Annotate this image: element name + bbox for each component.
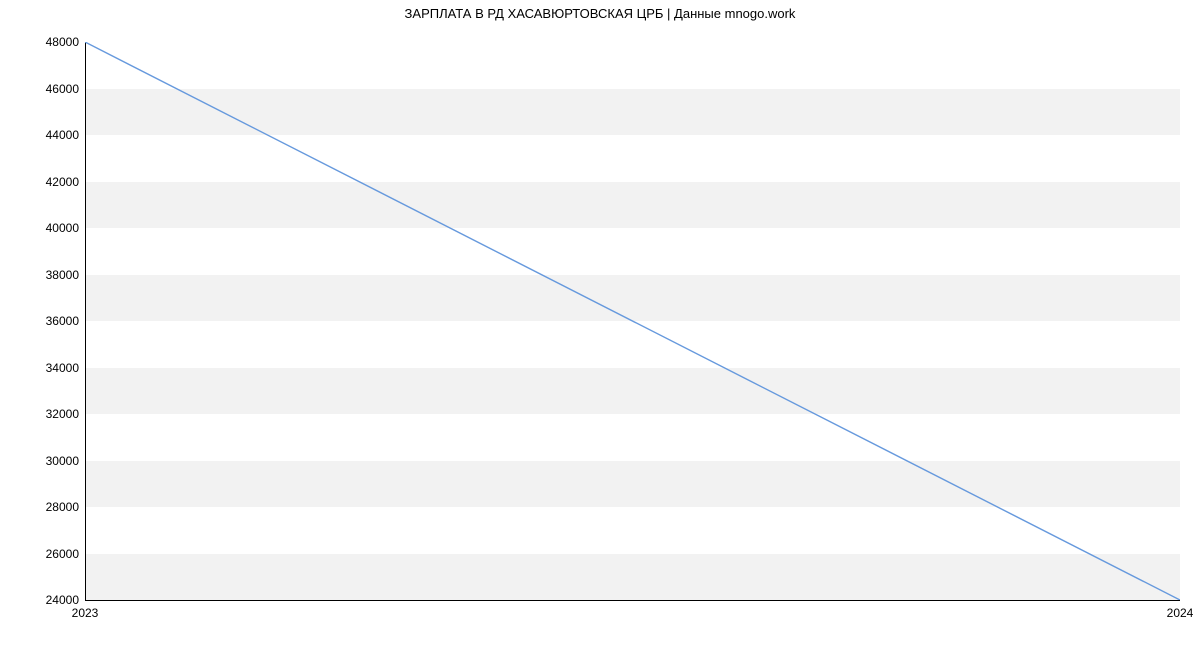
y-tick-label: 40000 bbox=[46, 221, 79, 235]
plot-area: 2400026000280003000032000340003600038000… bbox=[85, 42, 1180, 600]
chart-title: ЗАРПЛАТА В РД ХАСАВЮРТОВСКАЯ ЦРБ | Данны… bbox=[0, 6, 1200, 21]
y-tick-label: 46000 bbox=[46, 82, 79, 96]
y-tick-label: 36000 bbox=[46, 314, 79, 328]
y-tick-label: 42000 bbox=[46, 175, 79, 189]
x-tick-label: 2023 bbox=[72, 606, 99, 620]
y-tick-label: 32000 bbox=[46, 407, 79, 421]
x-axis-line bbox=[85, 600, 1180, 601]
y-tick-label: 28000 bbox=[46, 500, 79, 514]
y-tick-label: 48000 bbox=[46, 35, 79, 49]
y-tick-label: 26000 bbox=[46, 547, 79, 561]
y-tick-label: 38000 bbox=[46, 268, 79, 282]
y-tick-label: 34000 bbox=[46, 361, 79, 375]
y-tick-label: 30000 bbox=[46, 454, 79, 468]
y-tick-label: 24000 bbox=[46, 593, 79, 607]
y-tick-label: 44000 bbox=[46, 128, 79, 142]
line-layer bbox=[85, 42, 1180, 600]
x-tick-label: 2024 bbox=[1167, 606, 1194, 620]
series-salary bbox=[85, 42, 1180, 600]
salary-line-chart: ЗАРПЛАТА В РД ХАСАВЮРТОВСКАЯ ЦРБ | Данны… bbox=[0, 0, 1200, 650]
